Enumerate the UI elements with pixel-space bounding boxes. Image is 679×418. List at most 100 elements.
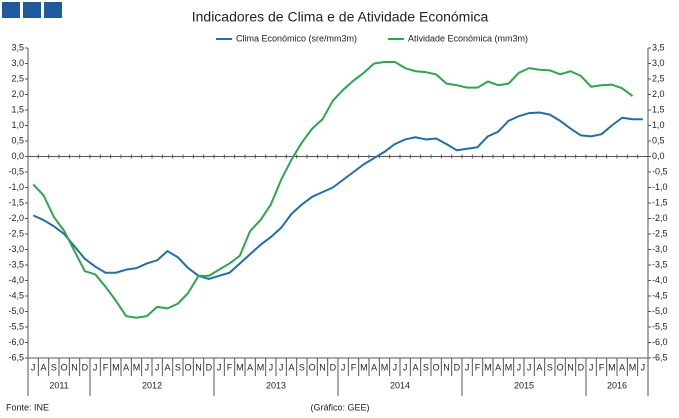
x-tick-label: N — [319, 362, 326, 372]
x-tick-label: M — [133, 362, 141, 372]
source: Fonte: INE — [6, 402, 49, 412]
credit: (Gráfico: GEE) — [310, 402, 369, 412]
x-tick-label: J — [393, 362, 398, 372]
x-tick-label: A — [123, 362, 129, 372]
x-tick-label: D — [330, 362, 337, 372]
x-tick-label: J — [217, 362, 222, 372]
x-tick-label: N — [443, 362, 450, 372]
x-tick-label: A — [164, 362, 170, 372]
x-tick-label: O — [309, 362, 316, 372]
y-tick-label: 1,0 — [11, 120, 24, 130]
x-tick-label: O — [61, 362, 68, 372]
x-tick-label: S — [547, 362, 553, 372]
y-tick-label: -0,5 — [8, 166, 24, 176]
x-tick-label: F — [227, 362, 233, 372]
x-tick-label: M — [484, 362, 492, 372]
x-tick-label: A — [40, 362, 46, 372]
y-tick-label: 3,5 — [11, 42, 24, 52]
y2-tick-label: 0,5 — [652, 135, 665, 145]
header-block — [2, 2, 20, 18]
y2-tick-label: 3,0 — [652, 58, 665, 68]
year-label: 2012 — [142, 380, 162, 390]
header-block — [23, 2, 41, 18]
x-tick-label: F — [475, 362, 481, 372]
y2-tick-label: 1,5 — [652, 104, 665, 114]
y2-tick-label: -5,0 — [652, 306, 668, 316]
x-tick-label: M — [257, 362, 265, 372]
x-tick-label: A — [536, 362, 542, 372]
x-tick-label: J — [403, 362, 408, 372]
y-tick-label: -3,0 — [8, 244, 24, 254]
x-tick-label: S — [51, 362, 57, 372]
y2-tick-label: 3,5 — [652, 42, 665, 52]
x-tick-label: S — [175, 362, 181, 372]
x-tick-label: J — [589, 362, 594, 372]
x-tick-label: M — [381, 362, 389, 372]
legend-label: Clima Económico (sre/mm3m) — [236, 33, 357, 43]
x-tick-label: J — [93, 362, 98, 372]
y-tick-label: 1,5 — [11, 104, 24, 114]
x-tick-label: A — [619, 362, 625, 372]
x-tick-label: J — [269, 362, 274, 372]
y2-tick-label: -4,0 — [652, 275, 668, 285]
x-tick-label: J — [279, 362, 284, 372]
x-tick-label: J — [527, 362, 532, 372]
y2-tick-label: -0,5 — [652, 166, 668, 176]
x-tick-label: J — [31, 362, 36, 372]
y-tick-label: -1,5 — [8, 197, 24, 207]
x-tick-label: J — [465, 362, 470, 372]
y-tick-label: -1,0 — [8, 182, 24, 192]
x-tick-label: A — [247, 362, 253, 372]
x-tick-label: S — [299, 362, 305, 372]
y2-tick-label: -1,5 — [652, 197, 668, 207]
x-tick-label: F — [599, 362, 605, 372]
series-line — [32, 111, 643, 280]
x-tick-label: O — [433, 362, 440, 372]
year-label: 2013 — [266, 380, 286, 390]
y-tick-label: -4,0 — [8, 275, 24, 285]
x-tick-label: A — [288, 362, 294, 372]
x-tick-label: A — [495, 362, 501, 372]
x-tick-label: F — [103, 362, 109, 372]
x-tick-label: N — [567, 362, 574, 372]
x-tick-label: A — [412, 362, 418, 372]
y2-tick-label: -1,0 — [652, 182, 668, 192]
y2-tick-label: -3,0 — [652, 244, 668, 254]
y-tick-label: 0,0 — [11, 151, 24, 161]
x-tick-label: D — [578, 362, 585, 372]
chart-title: Indicadores de Clima e de Atividade Econ… — [192, 9, 489, 25]
x-tick-label: D — [206, 362, 213, 372]
y-tick-label: -4,5 — [8, 290, 24, 300]
y-tick-label: 2,0 — [11, 89, 24, 99]
x-tick-label: M — [236, 362, 244, 372]
x-tick-label: M — [629, 362, 637, 372]
x-tick-label: A — [371, 362, 377, 372]
x-tick-label: M — [112, 362, 120, 372]
y2-tick-label: -2,5 — [652, 228, 668, 238]
x-tick-label: O — [557, 362, 564, 372]
year-label: 2011 — [49, 380, 68, 390]
y2-tick-label: -5,5 — [652, 321, 668, 331]
x-tick-label: D — [82, 362, 89, 372]
y-tick-label: -3,5 — [8, 259, 24, 269]
y2-tick-label: -6,5 — [652, 352, 668, 362]
y2-tick-label: -2,0 — [652, 213, 668, 223]
y2-tick-label: 0,0 — [652, 151, 665, 161]
y-tick-label: -2,0 — [8, 213, 24, 223]
y-tick-label: 0,5 — [11, 135, 24, 145]
x-tick-label: M — [360, 362, 368, 372]
y-tick-label: 2,5 — [11, 73, 24, 83]
x-tick-label: O — [185, 362, 192, 372]
year-label: 2014 — [390, 380, 410, 390]
x-tick-label: J — [155, 362, 160, 372]
legend-label: Atividade Económica (mm3m) — [408, 33, 528, 43]
y-tick-label: 3,0 — [11, 58, 24, 68]
y2-tick-label: -4,5 — [652, 290, 668, 300]
x-tick-label: M — [608, 362, 616, 372]
x-tick-label: J — [341, 362, 346, 372]
y-tick-label: -5,5 — [8, 321, 24, 331]
y2-tick-label: -6,0 — [652, 337, 668, 347]
y-tick-label: -5,0 — [8, 306, 24, 316]
y2-tick-label: -3,5 — [652, 259, 668, 269]
